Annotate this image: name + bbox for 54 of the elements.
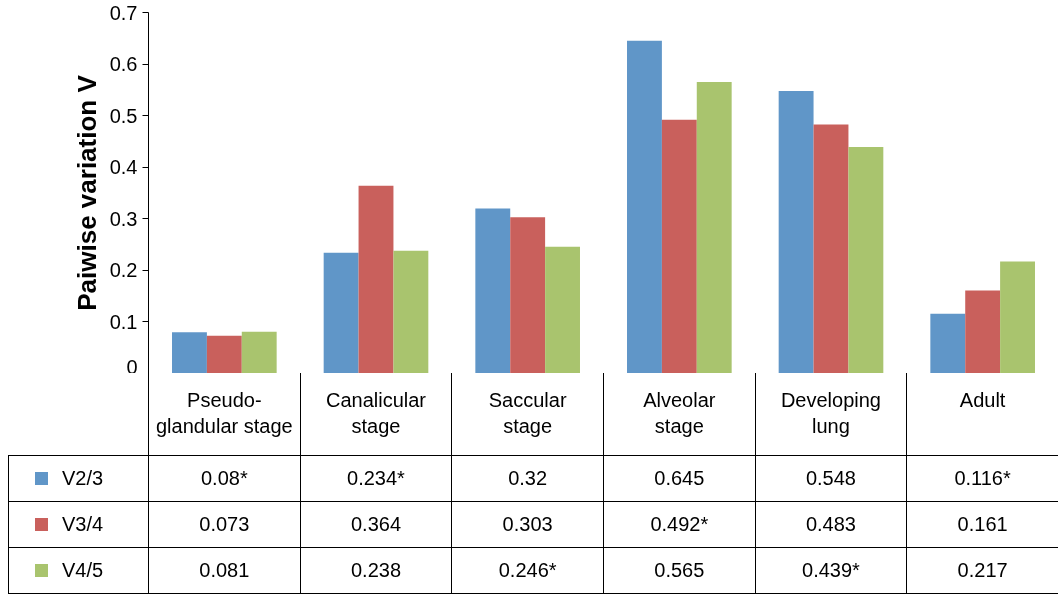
bar [475,208,511,373]
bar [1000,261,1035,373]
y-tick-label: 0.6 [109,53,138,76]
data-label: 0.08* [148,455,301,502]
y-tick-label: 0.2 [109,259,138,282]
data-label: 0.645 [603,455,756,502]
x-tick-label: Adult [906,373,1058,455]
bar [778,90,814,373]
bar [545,246,580,373]
data-label: 0.483 [755,501,907,548]
data-label: 0.32 [451,455,604,502]
data-label: 0.246* [451,547,604,594]
data-label: 0.565 [603,547,756,594]
x-tick-label: Alveolar stage [603,373,756,455]
y-tick-label: 0.3 [109,207,138,230]
bar [848,147,884,373]
y-tick-label: 0 [126,355,138,378]
y-axis-title: Paiwise variation V [71,74,102,311]
bar [358,185,394,373]
x-tick-label: Developing lung [755,373,907,455]
bar [206,335,242,373]
bar [661,119,697,373]
data-label: 0.439* [755,547,907,594]
data-label: 0.303 [451,501,604,548]
bar [696,82,732,373]
bar [241,331,277,373]
bar [393,250,429,373]
legend-label: V3/4 [62,513,104,536]
data-label: 0.217 [906,547,1058,594]
data-label: 0.234* [300,455,452,502]
y-tick-label: 0.4 [109,156,138,179]
bar [930,313,966,373]
bar [627,40,662,373]
y-tick-label: 0.7 [109,1,138,24]
data-label: 0.116* [906,455,1058,502]
data-label: 0.364 [300,501,452,548]
x-tick-label: Pseudo- glandular stage [148,373,301,455]
data-label: 0.081 [148,547,301,594]
bar [813,124,849,373]
data-label: 0.548 [755,455,907,502]
bar [172,332,207,373]
y-tick-label: 0.1 [109,310,138,333]
data-label: 0.073 [148,501,301,548]
x-tick-label: Canalicular stage [300,373,452,455]
legend-label: V2/3 [62,466,104,489]
data-label: 0.238 [300,547,452,594]
bar [965,290,1001,373]
bar [510,217,546,373]
x-tick-label: Saccular stage [451,373,604,455]
y-tick-label: 0.5 [109,104,138,127]
data-label: 0.161 [906,501,1058,548]
bar [323,252,359,373]
data-label: 0.492* [603,501,756,548]
legend-label: V4/5 [62,559,104,582]
